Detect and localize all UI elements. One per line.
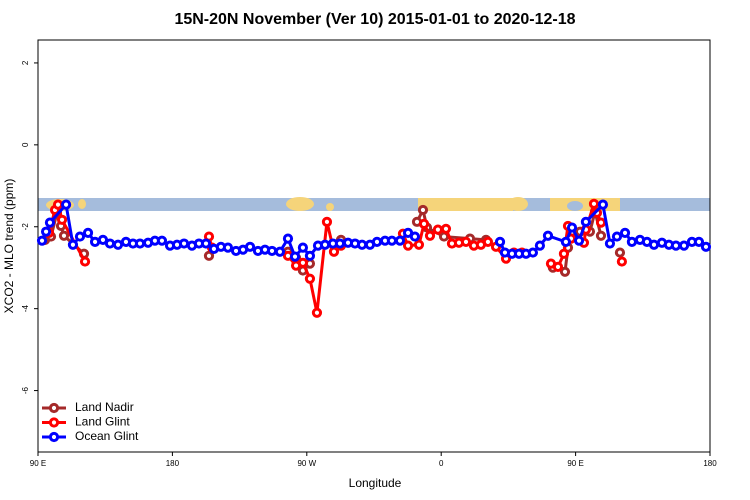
point [274, 246, 286, 257]
point [595, 230, 607, 241]
x-tick-label: 90 E [567, 459, 583, 468]
point [542, 230, 554, 241]
point [178, 238, 190, 249]
point [311, 307, 323, 318]
legend-marker [48, 417, 60, 428]
point [89, 236, 101, 248]
point [40, 226, 52, 237]
point [203, 250, 215, 261]
y-tick-label: -6 [21, 386, 30, 394]
map-strip [38, 197, 710, 211]
point [648, 239, 660, 250]
point [558, 248, 570, 259]
x-tick-label: 180 [166, 459, 180, 468]
point [79, 256, 91, 267]
point [552, 261, 564, 272]
point [319, 239, 331, 250]
point [394, 235, 406, 246]
point [297, 257, 309, 268]
point [560, 236, 571, 248]
x-axis-label: Longitude [349, 476, 402, 490]
point [44, 217, 56, 228]
y-tick-label: 0 [21, 142, 30, 147]
point [304, 273, 316, 284]
point [304, 250, 316, 261]
x-tick-label: 180 [703, 459, 717, 468]
point [60, 199, 72, 210]
point [82, 227, 94, 238]
point [409, 231, 421, 242]
point [356, 239, 368, 250]
point [386, 235, 398, 246]
point [418, 218, 430, 229]
y-axis-label: XCO2 - MLO trend (ppm) [2, 179, 16, 314]
legend-label: Ocean Glint [75, 429, 139, 443]
point [244, 241, 256, 252]
point [67, 239, 79, 250]
y-tick-label: -2 [21, 223, 30, 231]
point [614, 247, 626, 258]
point [74, 231, 86, 242]
point [36, 235, 48, 246]
point [604, 238, 616, 249]
point [328, 246, 340, 257]
point [626, 236, 637, 248]
point [670, 240, 682, 251]
point [566, 222, 578, 233]
x-tick-label: 0 [439, 459, 444, 468]
point [56, 214, 68, 225]
chart-title: 15N-20N November (Ver 10) 2015-01-01 to … [174, 11, 575, 28]
point [700, 241, 712, 252]
point [595, 217, 607, 228]
point [156, 235, 168, 246]
point [52, 199, 64, 210]
point [460, 236, 472, 248]
x-tick-label: 90 E [30, 459, 46, 468]
point [616, 256, 627, 267]
point [282, 233, 294, 244]
x-tick-label: 90 W [297, 459, 316, 468]
point [619, 227, 631, 238]
point [573, 235, 585, 246]
series-line [49, 204, 622, 313]
point [297, 242, 309, 253]
point [289, 251, 301, 262]
point [134, 238, 146, 249]
series-line [40, 201, 707, 260]
point [424, 230, 436, 241]
point [104, 238, 116, 249]
point [266, 245, 278, 257]
point [402, 240, 414, 251]
point [559, 266, 571, 277]
legend-marker [48, 431, 60, 443]
point [588, 198, 600, 209]
legend-marker [48, 402, 60, 414]
legend-label: Land Nadir [75, 400, 134, 414]
point [494, 236, 506, 248]
point [482, 236, 494, 248]
point [440, 223, 452, 234]
point [611, 231, 623, 242]
point [112, 239, 124, 250]
point [534, 240, 546, 251]
point [580, 216, 592, 227]
point [200, 238, 212, 249]
point [597, 199, 609, 210]
y-tick-label: -4 [21, 305, 30, 313]
point [321, 216, 333, 227]
point [678, 240, 690, 251]
point [417, 204, 429, 216]
point [334, 238, 346, 249]
point [371, 236, 383, 248]
point [527, 247, 538, 258]
point [58, 230, 70, 241]
point [693, 236, 705, 248]
point [413, 239, 425, 250]
point [432, 224, 444, 235]
point [222, 242, 234, 253]
legend-label: Land Glint [75, 415, 130, 429]
y-tick-label: 2 [21, 60, 30, 65]
